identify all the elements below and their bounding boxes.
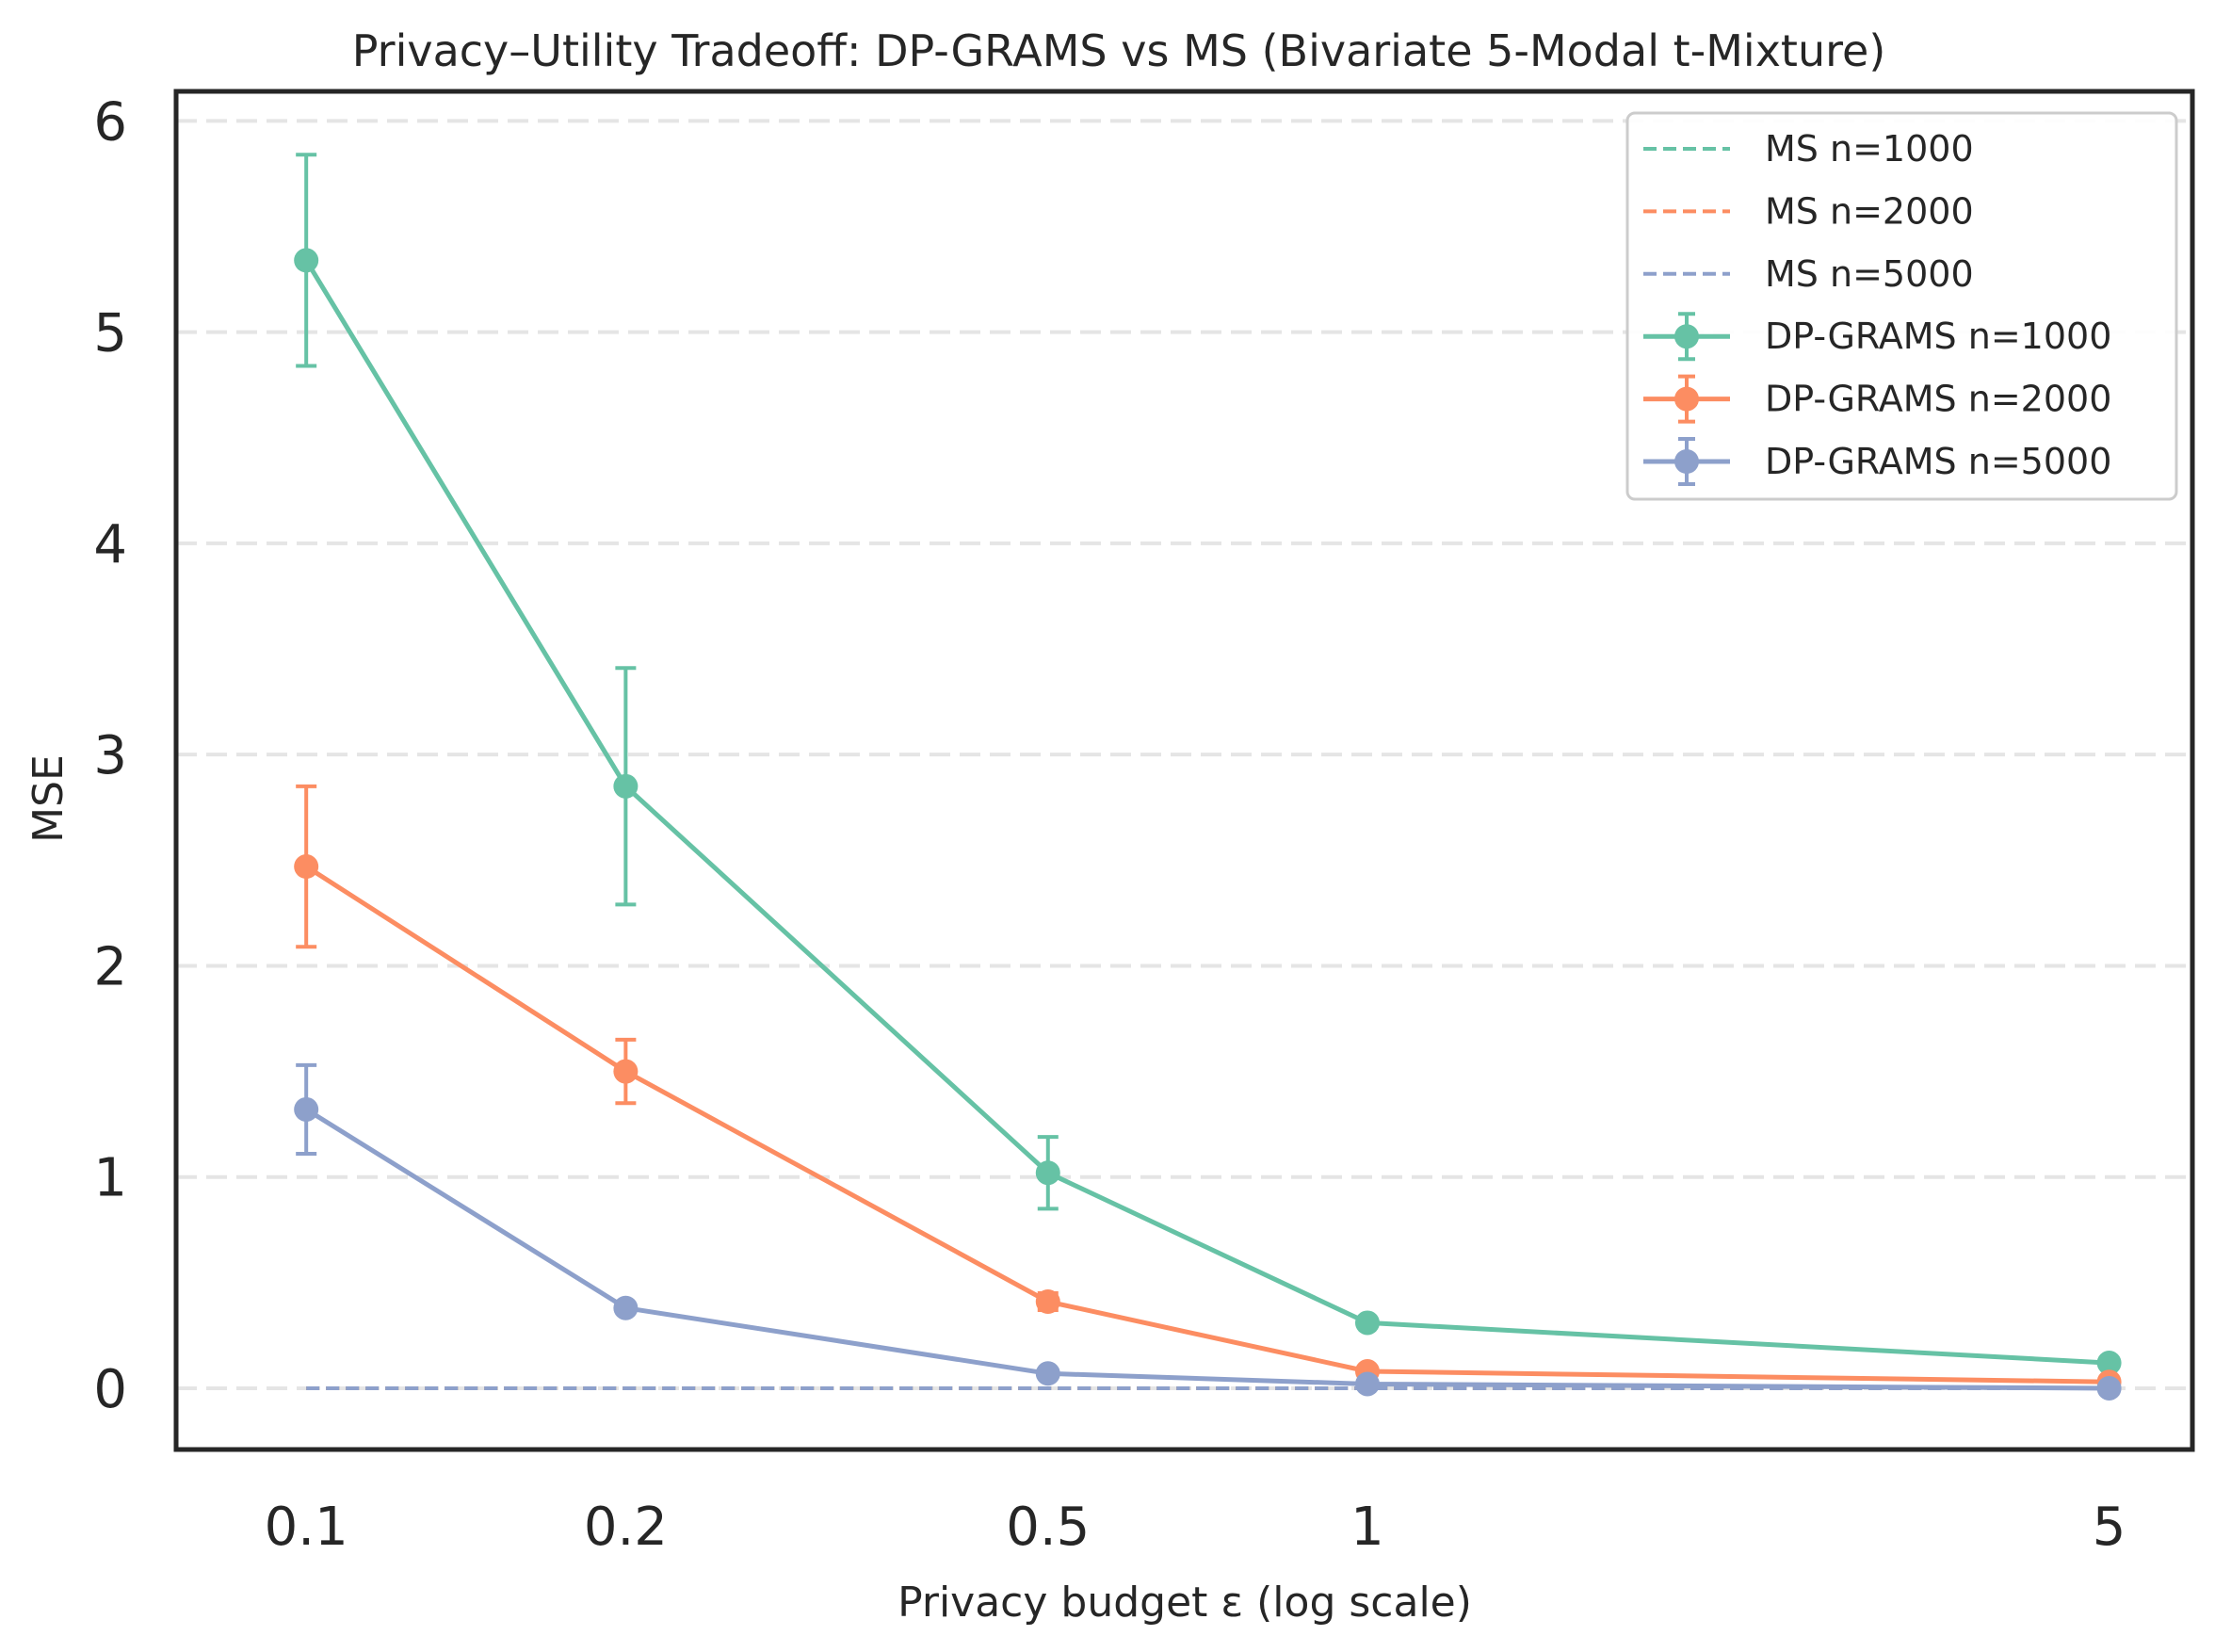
- x-tick-label: 0.1: [265, 1497, 348, 1558]
- legend-marker: [1674, 324, 1699, 349]
- legend-label: DP-GRAMS n=5000: [1765, 441, 2111, 482]
- legend-box: [1625, 111, 2178, 501]
- chart-title: Privacy–Utility Tradeoff: DP-GRAMS vs MS…: [352, 25, 1886, 76]
- data-point: [2096, 1375, 2122, 1401]
- y-tick-labels: 0 1 2 3 4 5 6: [93, 91, 127, 1420]
- legend-label: DP-GRAMS n=2000: [1765, 379, 2111, 420]
- y-tick-label: 6: [93, 91, 127, 153]
- legend-label: MS n=5000: [1765, 253, 1974, 295]
- series-dp-grams: [294, 1062, 2122, 1401]
- series-dp-grams: [294, 784, 2122, 1395]
- legend-marker: [1674, 449, 1699, 474]
- data-point: [1035, 1160, 1060, 1186]
- data-point: [613, 1059, 639, 1084]
- y-tick-label: 0: [93, 1359, 127, 1420]
- y-tick-label: 2: [93, 936, 127, 997]
- grid-layer: [176, 119, 2192, 1390]
- legend-label: MS n=2000: [1765, 190, 1974, 232]
- data-point: [1354, 1310, 1380, 1336]
- data-point: [613, 773, 639, 799]
- x-axis-label: Privacy budget ε (log scale): [897, 1579, 1472, 1627]
- series-line: [304, 864, 2110, 1385]
- legend-label: MS n=1000: [1765, 128, 1974, 170]
- y-tick-label: 1: [93, 1148, 127, 1209]
- dp-lines-layer: [294, 153, 2122, 1401]
- data-point: [2096, 1351, 2122, 1376]
- series-dp-grams: [294, 153, 2122, 1376]
- legend-marker: [1674, 386, 1699, 412]
- y-axis-label: MSE: [24, 754, 73, 843]
- data-point: [1354, 1371, 1380, 1397]
- plot-frame: [173, 89, 2195, 1452]
- x-tick-label: 0.2: [584, 1497, 668, 1558]
- x-tick-labels: 0.1 0.2 0.5 1 5: [265, 1497, 2126, 1558]
- y-tick-label: 5: [93, 303, 127, 364]
- legend: MS n=1000 MS n=2000 MS n=5000 DP-GRAMS n=10…: [1625, 111, 2178, 501]
- x-tick-label: 1: [1350, 1497, 1384, 1558]
- data-point: [1035, 1361, 1060, 1386]
- data-point: [294, 248, 319, 273]
- x-tick-label: 5: [2093, 1497, 2126, 1558]
- data-point: [613, 1295, 639, 1320]
- data-point: [294, 854, 319, 880]
- x-tick-label: 0.5: [1006, 1497, 1090, 1558]
- data-point: [294, 1096, 319, 1122]
- legend-label: DP-GRAMS n=1000: [1765, 316, 2111, 357]
- data-point: [1035, 1289, 1060, 1315]
- y-tick-label: 4: [93, 514, 127, 575]
- y-tick-label: 3: [93, 725, 127, 786]
